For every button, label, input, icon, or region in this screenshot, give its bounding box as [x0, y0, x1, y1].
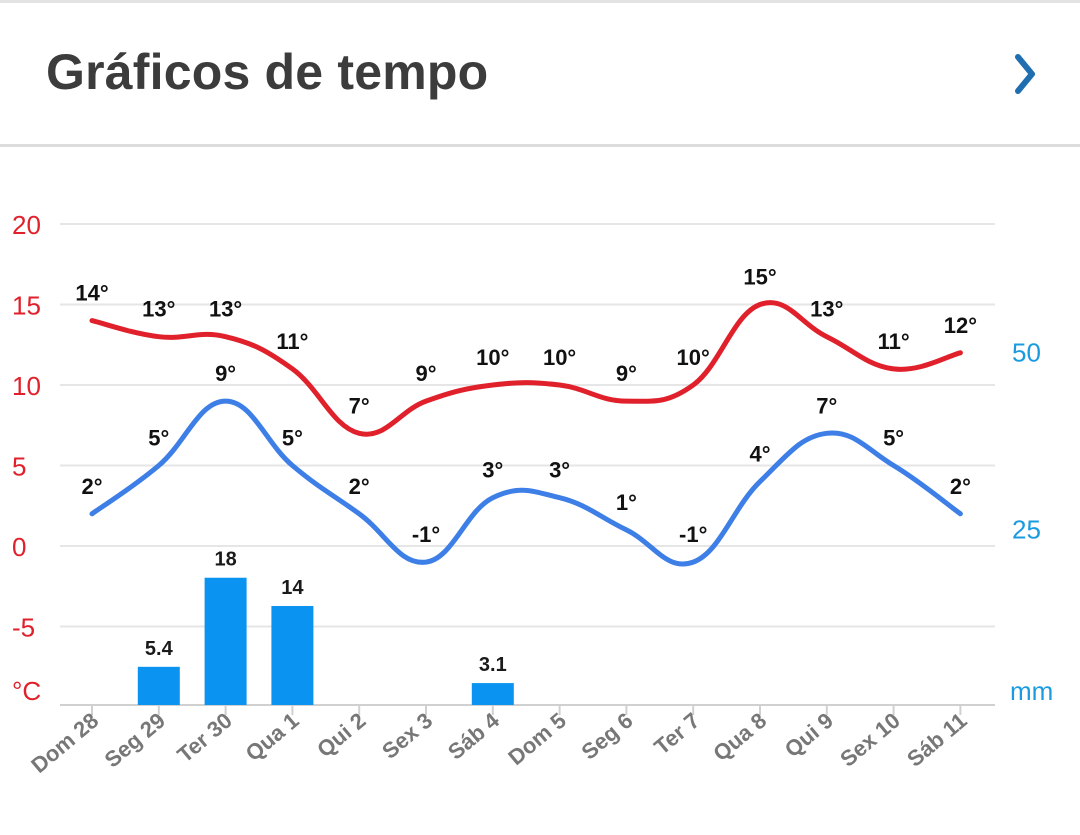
precipitation-bar	[471, 683, 514, 705]
x-tick-label: Sáb 11	[902, 708, 971, 772]
temperature-label: 5°	[282, 426, 303, 451]
y-left-tick-label: 10	[12, 371, 41, 401]
temperature-label: 14°	[75, 281, 108, 306]
y-right-unit-label: mm	[1010, 676, 1053, 706]
temperature-label: 11°	[878, 329, 910, 354]
temperature-label: 7°	[349, 393, 370, 418]
temperature-label: 13°	[209, 297, 242, 322]
x-tick-label: Qua 8	[708, 708, 771, 766]
temperature-label: 9°	[415, 361, 436, 386]
x-tick-label: Sex 10	[835, 708, 904, 772]
precipitation-bar	[137, 666, 180, 705]
temperature-label: -1°	[679, 522, 707, 547]
weather-charts-header[interactable]: Gráficos de tempo	[0, 3, 1080, 147]
temperature-label: 1°	[616, 490, 637, 515]
temperature-label: 12°	[944, 313, 977, 338]
x-tick-label: Seg 6	[577, 708, 638, 765]
top-border	[0, 0, 1080, 3]
bar-value-label: 18	[214, 549, 236, 571]
y-right-tick-label: 25	[1012, 514, 1041, 544]
temperature-label: 2°	[950, 474, 971, 499]
x-tick-label: Ter 7	[649, 708, 704, 760]
x-tick-label: Qua 1	[241, 708, 304, 766]
min-temperature-line	[89, 398, 963, 567]
temperature-label: 9°	[215, 361, 236, 386]
temperature-label: 10°	[476, 345, 509, 370]
temperature-label: 15°	[743, 265, 776, 290]
y-left-unit-label: °C	[12, 676, 41, 706]
temperature-label: -1°	[412, 522, 440, 547]
temperature-label: 10°	[543, 345, 576, 370]
max-temperature-line	[89, 300, 963, 437]
temperature-label: 9°	[616, 361, 637, 386]
x-tick-label: Dom 28	[26, 708, 103, 778]
x-tick-label: Seg 29	[100, 708, 170, 773]
chevron-right-icon[interactable]	[1000, 47, 1048, 103]
temperature-label: 2°	[349, 474, 370, 499]
x-tick-label: Ter 30	[172, 708, 236, 768]
x-tick-label: Dom 5	[503, 708, 571, 770]
temperature-label: 10°	[677, 345, 710, 370]
y-right-tick-label: 50	[1012, 338, 1041, 368]
temperature-label: 2°	[81, 474, 102, 499]
x-tick-label: Sex 3	[377, 708, 437, 764]
temperature-label: 7°	[816, 393, 837, 418]
temperature-label: 13°	[810, 297, 843, 322]
x-tick-label: Qui 2	[312, 708, 370, 763]
precipitation-bar	[271, 606, 314, 705]
temperature-label: 13°	[142, 297, 175, 322]
precipitation-bar	[204, 577, 247, 705]
temperature-label: 5°	[148, 426, 169, 451]
temperature-label: 4°	[749, 442, 770, 467]
y-left-tick-label: 0	[12, 532, 26, 562]
y-left-tick-label: 15	[12, 291, 41, 321]
temperature-label: 5°	[883, 426, 904, 451]
y-left-tick-label: 20	[12, 210, 41, 240]
chevron-right-icon-svg	[1015, 54, 1035, 94]
y-left-tick-label: 5	[12, 452, 26, 482]
x-tick-label: Sáb 4	[443, 707, 505, 764]
temperature-label: 3°	[549, 458, 570, 483]
page-title: Gráficos de tempo	[46, 44, 489, 100]
y-left-tick-label: -5	[12, 613, 35, 643]
bar-value-label: 5.4	[145, 638, 174, 660]
temperature-label: 11°	[276, 329, 308, 354]
bar-value-label: 14	[281, 577, 304, 599]
bar-value-label: 3.1	[479, 654, 507, 676]
x-tick-label: Qui 9	[780, 708, 838, 763]
temperature-label: 3°	[482, 458, 503, 483]
